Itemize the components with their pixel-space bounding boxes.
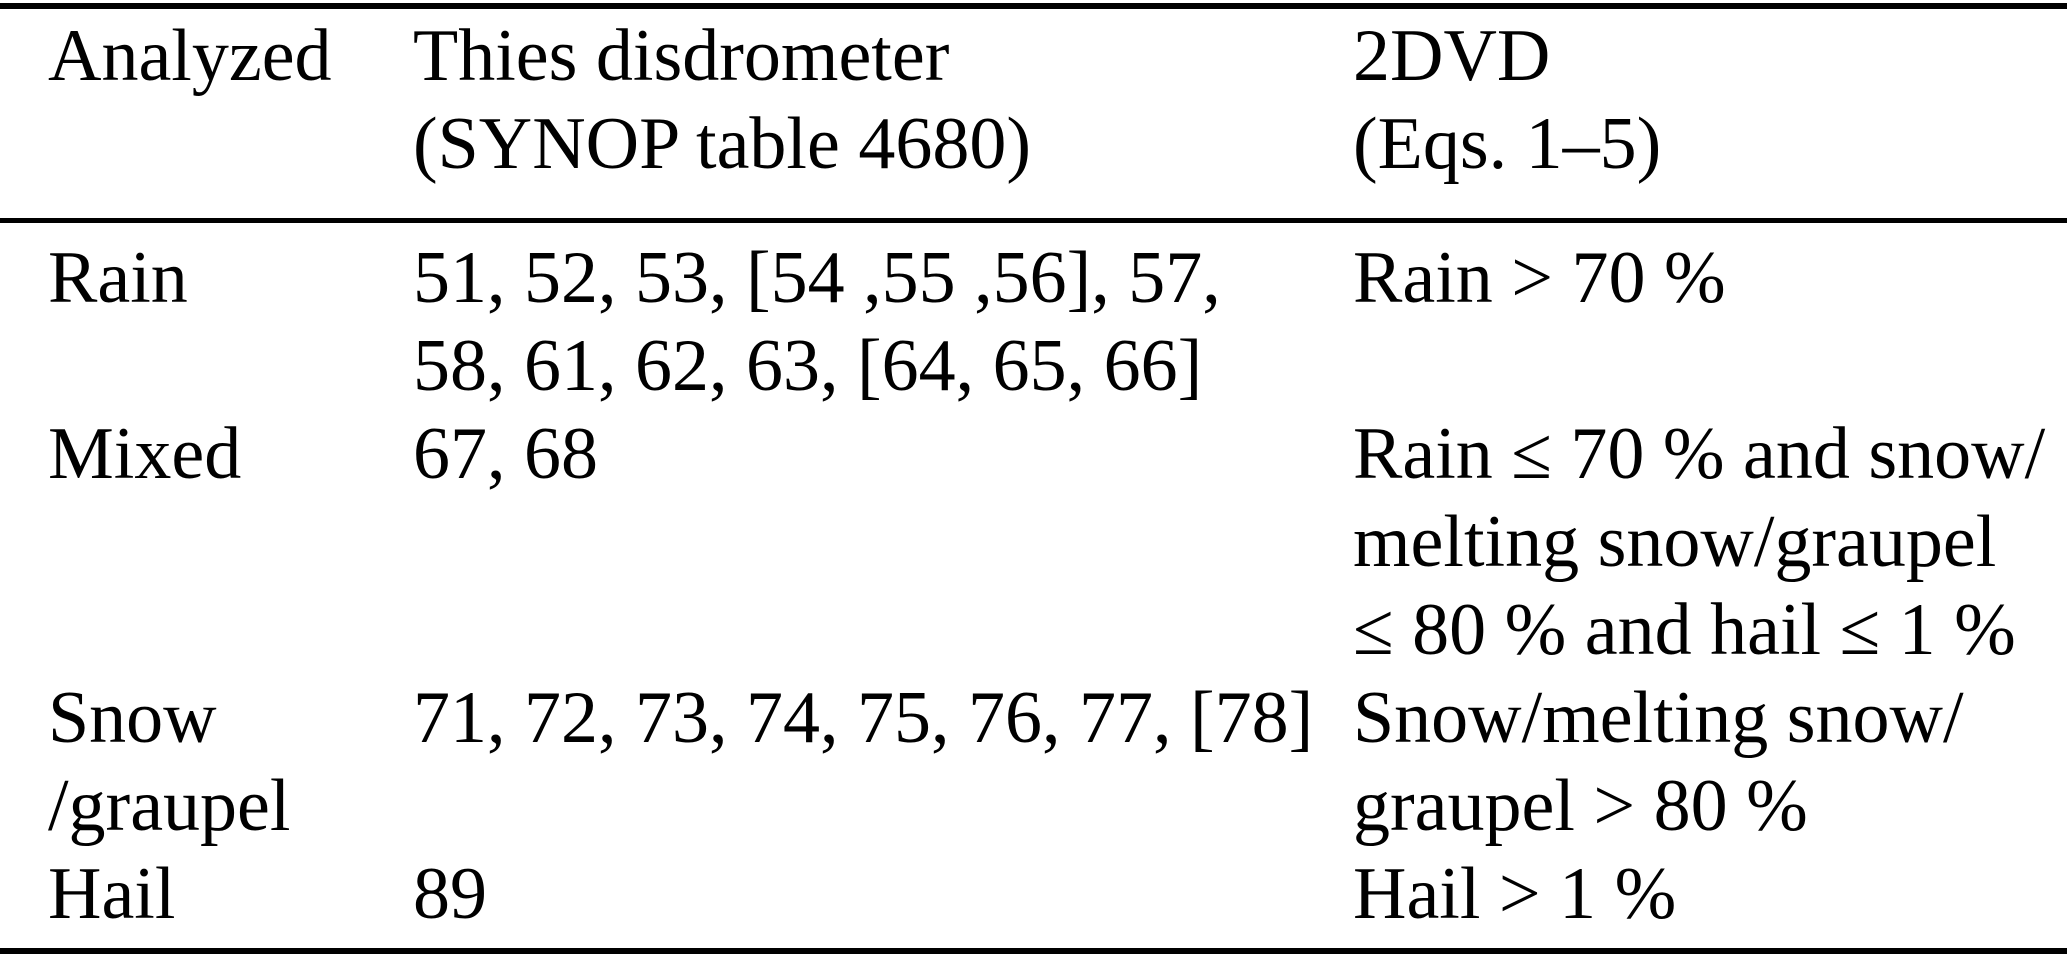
table-header-rule [0,218,2067,223]
table-header: Analyzed Thies disdrometer (SYNOP table … [0,12,2067,188]
rain-label-cell: Rain [48,234,413,322]
mixed-label-cell: Mixed [48,410,413,498]
hail-label: Hail [48,853,176,935]
snow-graupel-synop-codes: 71, 72, 73, 74, 75, 76, 77, [78] [413,677,1314,759]
table-bottom-rule [0,948,2067,954]
header-row: Analyzed Thies disdrometer (SYNOP table … [48,12,2067,188]
hail-thies-cell: 89 [413,850,1353,938]
rain-label: Rain [48,237,188,319]
rain-2dvd-criterion: Rain > 70 % [1353,237,1726,319]
table-row-mixed: Mixed 67, 68 Rain ≤ 70 % and snow/ melti… [48,410,2067,674]
snow-graupel-label-line-1: Snow [48,677,217,759]
header-thies-line-2: (SYNOP table 4680) [413,103,1031,185]
snow-graupel-label-line-2: /graupel [48,765,291,847]
mixed-2dvd-cell: Rain ≤ 70 % and snow/ melting snow/graup… [1353,410,2067,674]
header-2dvd-line-2: (Eqs. 1–5) [1353,103,1662,185]
snow-graupel-2dvd-criterion-line-2: graupel > 80 % [1353,765,1808,847]
mixed-synop-codes: 67, 68 [413,413,598,495]
rain-synop-codes-line-2: 58, 61, 62, 63, [64, 65, 66] [413,325,1203,407]
table-row-rain: Rain 51, 52, 53, [54 ,55 ,56], 57, 58, 6… [48,234,2067,410]
header-thies-line-1: Thies disdrometer [413,15,950,97]
rain-synop-codes-line-1: 51, 52, 53, [54 ,55 ,56], 57, [413,237,1221,319]
mixed-2dvd-criterion-line-2: melting snow/graupel [1353,501,1997,583]
mixed-2dvd-criterion-line-1: Rain ≤ 70 % and snow/ [1353,413,2046,495]
header-analyzed-label: Analyzed [48,15,332,97]
table-body: Rain 51, 52, 53, [54 ,55 ,56], 57, 58, 6… [0,234,2067,938]
mixed-label: Mixed [48,413,242,495]
hail-synop-codes: 89 [413,853,487,935]
header-cell-analyzed: Analyzed [48,12,413,100]
hail-label-cell: Hail [48,850,413,938]
table-top-rule [0,3,2067,9]
snow-graupel-2dvd-cell: Snow/melting snow/ graupel > 80 % [1353,674,2067,850]
rain-thies-cell: 51, 52, 53, [54 ,55 ,56], 57, 58, 61, 62… [413,234,1353,410]
hail-2dvd-criterion: Hail > 1 % [1353,853,1677,935]
hail-2dvd-cell: Hail > 1 % [1353,850,2067,938]
table-row-hail: Hail 89 Hail > 1 % [48,850,2067,938]
mixed-2dvd-criterion-line-3: ≤ 80 % and hail ≤ 1 % [1353,589,2016,671]
header-cell-2dvd: 2DVD (Eqs. 1–5) [1353,12,2067,188]
table-row-snow-graupel: Snow /graupel 71, 72, 73, 74, 75, 76, 77… [48,674,2067,850]
rain-2dvd-cell: Rain > 70 % [1353,234,2067,322]
snow-graupel-2dvd-criterion-line-1: Snow/melting snow/ [1353,677,1964,759]
mixed-thies-cell: 67, 68 [413,410,1353,498]
snow-graupel-thies-cell: 71, 72, 73, 74, 75, 76, 77, [78] [413,674,1353,762]
header-cell-thies: Thies disdrometer (SYNOP table 4680) [413,12,1353,188]
snow-graupel-label-cell: Snow /graupel [48,674,413,850]
header-2dvd-line-1: 2DVD [1353,15,1551,97]
